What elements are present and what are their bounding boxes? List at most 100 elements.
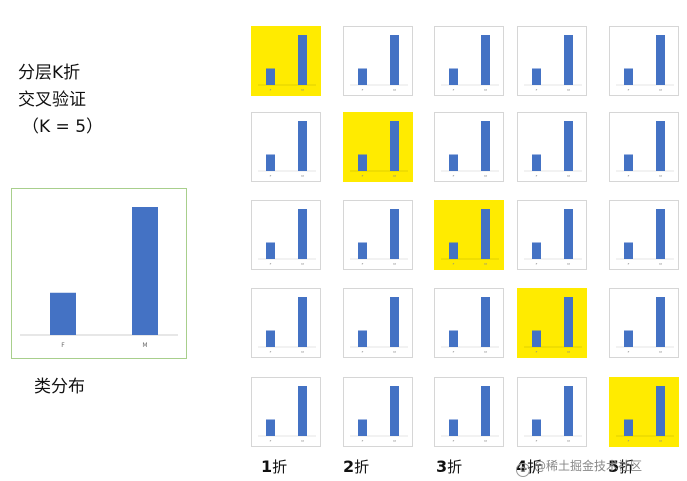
fold-label-2: 2折 [343,456,369,477]
title-line-3: （K = 5） [22,117,104,137]
fold-bar-M [298,386,307,436]
fold-bar-M [564,297,573,347]
watermark: ✿ @稀土掘金技术社区 [516,457,642,477]
fold-bar-M [656,209,665,259]
fold-bar-M [390,297,399,347]
fold-tick-M: M [659,439,662,443]
fold-suffix: 折 [447,458,463,476]
fold-tick-M: M [484,262,487,266]
fold-tick-F: F [270,262,272,266]
fold-suffix: 折 [272,458,288,476]
title-line-2: 交叉验证 [18,90,86,110]
fold-tick-F: F [536,350,538,354]
fold-tick-F: F [628,88,630,92]
fold-bar-F [449,154,458,171]
fold-tick-F: F [453,350,455,354]
fold-bar-F [266,330,275,347]
fold-bar-F [449,242,458,259]
tick-label-F: F [61,342,65,349]
fold-tick-M: M [301,174,304,178]
fold-bar-F [266,154,275,171]
fold-number: 2 [343,457,355,476]
fold-bar-F [532,68,541,85]
fold-tick-F: F [453,262,455,266]
fold-bar-F [624,154,633,171]
fold-bar-F [449,68,458,85]
fold-tick-F: F [536,174,538,178]
fold-bar-M [298,35,307,85]
class-distribution-caption: 类分布 [34,377,85,397]
fold-bar-M [656,121,665,171]
fold-bar-F [266,68,275,85]
fold-tick-F: F [270,88,272,92]
watermark-icon: ✿ [516,463,530,477]
fold-tick-M: M [301,439,304,443]
fold-bar-M [298,209,307,259]
fold-bar-F [358,419,367,436]
diagram-title: 分层K折 交叉验证 （K = 5） [18,60,103,141]
fold-tick-M: M [484,174,487,178]
fold-label-3: 3折 [436,456,462,477]
bar-F [50,292,76,335]
fold-bar-F [532,419,541,436]
fold-suffix: 折 [527,458,543,476]
fold-bar-M [390,121,399,171]
fold-bar-M [564,35,573,85]
fold-bar-M [481,209,490,259]
fold-bar-F [449,419,458,436]
fold-bar-F [624,242,633,259]
fold-tick-F: F [362,88,364,92]
fold-tick-F: F [270,350,272,354]
fold-bar-F [266,242,275,259]
fold-tick-F: F [362,174,364,178]
fold-bar-M [481,386,490,436]
fold-bar-F [358,330,367,347]
fold-bar-M [564,386,573,436]
fold-tick-F: F [628,439,630,443]
fold-tick-M: M [393,174,396,178]
fold-suffix: 折 [619,458,635,476]
fold-tick-F: F [536,88,538,92]
fold-tick-M: M [484,88,487,92]
fold-bar-M [656,297,665,347]
fold-bar-M [390,35,399,85]
fold-tick-F: F [362,350,364,354]
fold-suffix: 折 [354,458,370,476]
fold-tick-M: M [567,88,570,92]
bar-M [132,207,158,335]
fold-bar-F [358,154,367,171]
fold-tick-M: M [393,439,396,443]
fold-tick-M: M [567,174,570,178]
fold-tick-M: M [659,174,662,178]
fold-bar-F [624,68,633,85]
fold-bar-M [298,297,307,347]
watermark-text: @稀土掘金技术社区 [534,459,643,473]
fold-tick-M: M [659,350,662,354]
